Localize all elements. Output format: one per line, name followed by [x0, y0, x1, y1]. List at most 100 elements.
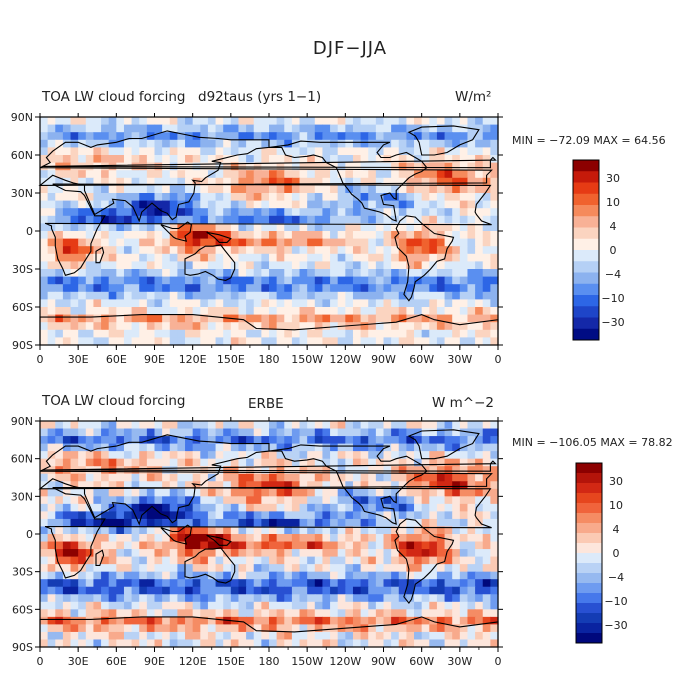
heat-cell — [375, 162, 385, 171]
heat-cell — [70, 329, 79, 338]
heat-cell — [352, 594, 362, 603]
heat-cell — [47, 170, 56, 179]
heat-cell — [299, 223, 308, 232]
heat-cell — [291, 518, 301, 528]
heat-cell — [162, 481, 171, 490]
heat-cell — [177, 639, 186, 648]
heat-cell — [452, 238, 461, 247]
heat-cell — [398, 223, 407, 232]
heat-cell — [85, 496, 95, 505]
heat-cell — [414, 223, 423, 232]
heat-cell — [246, 624, 255, 633]
heat-cell — [78, 284, 87, 293]
heat-cell — [406, 329, 415, 338]
heat-cell — [246, 488, 255, 497]
heat-cell — [223, 117, 232, 126]
heat-cell — [475, 511, 484, 520]
heat-cell — [261, 534, 270, 543]
heat-cell — [482, 208, 491, 217]
heat-cell — [490, 639, 499, 648]
heat-cell — [391, 238, 400, 247]
colorbar-swatch — [576, 523, 602, 534]
heat-cell — [307, 223, 316, 232]
heat-cell — [406, 337, 415, 346]
heat-cell — [414, 639, 423, 648]
heat-cell — [131, 564, 140, 573]
heat-cell — [421, 124, 430, 133]
heat-cell — [192, 139, 201, 148]
heat-cell — [452, 284, 461, 293]
heat-cell — [169, 132, 178, 141]
heat-cell — [337, 458, 346, 467]
panel2-stats: MIN = −106.05 MAX = 78.82 — [512, 436, 673, 449]
heat-cell — [207, 549, 217, 558]
heat-cell — [414, 314, 423, 323]
heat-cell — [207, 526, 217, 535]
heat-cell — [192, 253, 201, 262]
heat-cell — [459, 624, 469, 633]
heat-cell — [490, 147, 499, 156]
panel2-subtitle: ERBE — [248, 396, 284, 412]
heat-cell — [177, 564, 186, 573]
heat-cell — [391, 541, 400, 550]
heat-cell — [330, 337, 339, 346]
heat-cell — [284, 314, 293, 323]
heat-cell — [291, 586, 301, 595]
heat-cell — [322, 269, 331, 278]
heat-cell — [246, 503, 255, 512]
heat-cell — [207, 564, 217, 573]
heat-cell — [383, 117, 392, 126]
heat-cell — [154, 503, 163, 512]
heat-cell — [269, 155, 278, 164]
heat-cell — [169, 609, 178, 618]
heat-cell — [291, 631, 301, 641]
heat-cell — [368, 238, 377, 247]
heat-cell — [459, 177, 469, 186]
heat-cell — [429, 571, 438, 580]
heat-cell — [398, 253, 407, 262]
heat-cell — [414, 481, 423, 490]
heat-cell — [368, 117, 377, 126]
heat-cell — [62, 564, 72, 573]
heat-cell — [108, 481, 117, 490]
heat-cell — [406, 124, 415, 133]
heat-cell — [368, 503, 377, 512]
heat-cell — [345, 155, 354, 164]
heat-cell — [238, 223, 247, 232]
heat-cell — [459, 496, 469, 505]
heat-cell — [330, 307, 339, 316]
heat-cell — [383, 443, 392, 452]
heat-cell — [383, 428, 392, 437]
heat-cell — [482, 631, 491, 641]
heat-cell — [414, 276, 423, 285]
heat-cell — [230, 299, 240, 308]
heat-cell — [436, 511, 446, 520]
heat-cell — [146, 616, 156, 625]
heat-cell — [253, 193, 262, 202]
heat-cell — [314, 443, 324, 452]
heat-cell — [116, 238, 125, 247]
heat-cell — [436, 299, 446, 308]
heat-cell — [192, 639, 201, 648]
heat-cell — [253, 132, 262, 141]
heat-cell — [360, 193, 369, 202]
heat-cell — [360, 564, 369, 573]
heat-cell — [452, 511, 461, 520]
heat-cell — [360, 322, 369, 331]
heat-cell — [200, 421, 209, 430]
heat-cell — [383, 549, 392, 558]
heat-cell — [475, 284, 484, 293]
heat-cell — [146, 215, 156, 224]
heat-cell — [406, 155, 415, 164]
heat-cell — [436, 564, 446, 573]
heat-cell — [162, 124, 171, 133]
heat-cell — [269, 177, 278, 186]
heat-cell — [391, 631, 400, 641]
heat-cell — [215, 193, 224, 202]
heat-cell — [116, 631, 125, 641]
heat-cell — [284, 609, 293, 618]
heat-cell — [383, 246, 392, 255]
heat-cell — [101, 177, 110, 186]
heat-cell — [406, 511, 415, 520]
heat-cell — [452, 208, 461, 217]
